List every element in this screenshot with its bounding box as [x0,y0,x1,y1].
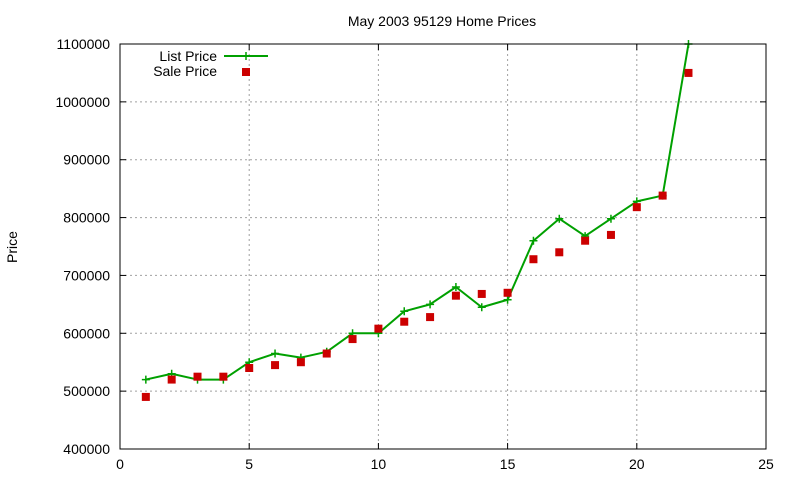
series-layer [141,40,693,401]
sale-price-point [348,335,357,344]
list-price-point [606,214,615,223]
y-axis-label: Price [4,231,20,263]
sale-price-point [400,317,409,326]
list-price-point [271,349,280,358]
sale-price-point [503,288,512,297]
sale-price-point [271,361,280,370]
plot-frame [119,43,767,450]
chart-title: May 2003 95129 Home Prices [348,13,536,29]
sale-price-point [555,248,564,257]
legend-marker-sale-price [242,68,250,76]
x-tick-label: 0 [116,456,124,472]
y-tick-label: 1100000 [57,36,111,52]
x-tick-label: 25 [758,456,774,472]
legend-label-list-price: List Price [159,48,217,64]
list-price-point [426,300,435,309]
legend-marker-list-price [242,52,250,60]
y-tick-label: 500000 [63,383,110,399]
sale-price-point [296,358,305,367]
sale-price-point [167,375,176,384]
sale-price-point [322,349,331,358]
sale-price-point [219,372,228,381]
list-price-point [503,295,512,304]
x-tick-label: 5 [245,456,253,472]
list-price-point [555,214,564,223]
sale-price-point [374,324,383,333]
list-price-point [451,283,460,291]
axis-ticks: 0 5 10 15 20 25 400000 500000 600000 700000 800000… [55,36,774,472]
sale-price-point [684,68,693,77]
sale-price-point [658,191,667,200]
sale-price-point [632,203,641,212]
sale-price-point [245,364,254,372]
sale-price-point [529,255,538,264]
sale-price-point [451,291,460,300]
list-price-point [141,375,150,384]
sale-price-point [477,289,486,298]
y-tick-label: 600000 [63,325,110,341]
legend-label-sale-price: Sale Price [153,63,217,79]
list-price-point [529,236,538,245]
y-tick-label: 700000 [63,267,110,283]
list-price-point [477,303,486,312]
x-tick-label: 15 [500,456,516,472]
x-tick-label: 20 [629,456,645,472]
sale-price-point [426,313,435,322]
y-tick-label: 1000000 [55,94,110,110]
x-tick-label: 10 [371,456,387,472]
sale-price-point [581,236,590,245]
y-tick-label: 800000 [63,210,110,226]
y-tick-label: 900000 [63,152,110,168]
list-price-point [400,307,409,316]
sale-price-point [141,392,150,401]
list-price-line [145,43,690,381]
sale-price-point [606,230,615,239]
sale-price-point [193,372,202,381]
grid-lines [120,44,766,449]
y-tick-label: 400000 [63,441,110,457]
